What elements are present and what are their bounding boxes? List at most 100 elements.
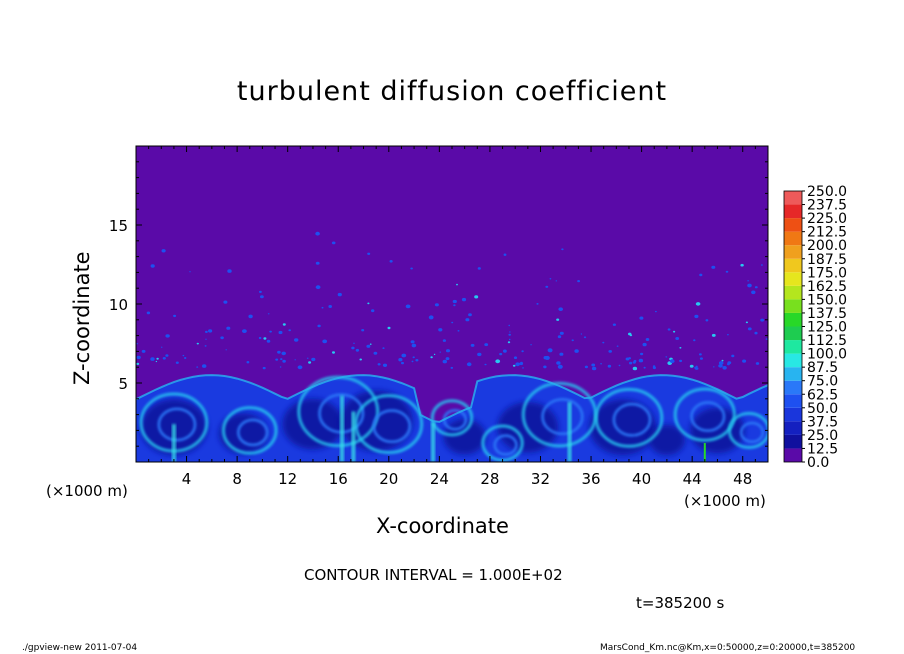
turbulent-blob [205, 330, 208, 333]
layer-top-edge [136, 374, 768, 423]
turbulent-blob [556, 361, 561, 365]
turbulent-blob [520, 361, 523, 364]
turbulent-blob [503, 253, 507, 256]
turbulent-blob [574, 349, 579, 353]
turbulent-blob [522, 367, 524, 369]
turbulent-blob [484, 343, 489, 347]
turbulent-blob [616, 345, 619, 347]
turbulent-blob [367, 252, 371, 255]
colorbar-label: 175.0 [807, 265, 847, 281]
turbulent-blob [466, 362, 472, 367]
turbulent-blob [220, 336, 224, 340]
turbulent-blob [679, 359, 683, 363]
turbulent-blob [508, 324, 511, 327]
turbulent-blob [150, 357, 155, 361]
turbulent-blob [544, 355, 550, 360]
turbulent-blob [398, 358, 403, 362]
turbulent-blob [751, 290, 756, 295]
swirl-ring-inner [739, 421, 765, 444]
turbulent-blob [571, 339, 574, 342]
turbulent-blob [556, 318, 560, 321]
y-tick-label: 15 [109, 217, 128, 235]
colorbar-label: 150.0 [807, 292, 847, 308]
turbulent-blob [745, 321, 749, 324]
turbulent-blob [642, 342, 647, 347]
turbulent-blob [410, 340, 415, 344]
turbulent-blob [165, 334, 170, 338]
swirl-ring [354, 394, 424, 455]
turbulent-blob [446, 349, 450, 353]
heatmap-field [136, 231, 768, 462]
turbulent-blob [629, 334, 633, 337]
turbulent-blob [508, 333, 512, 336]
colorbar-label: 62.5 [807, 387, 838, 403]
turbulent-blob [699, 353, 702, 356]
turbulent-blob [331, 241, 336, 245]
colorbar: 0.012.525.037.550.062.575.087.5100.0112.… [783, 184, 847, 471]
convective-cell [589, 399, 657, 456]
turbulent-blob [543, 365, 547, 369]
turbulent-blob [315, 261, 320, 265]
swirl-ring [430, 399, 474, 437]
colorbar-swatch [784, 421, 802, 435]
colorbar-swatch [784, 407, 802, 422]
turbulent-blob [196, 366, 199, 368]
peak-spike [703, 443, 706, 462]
colorbar-label: 37.5 [807, 414, 838, 430]
colorbar-swatch [784, 380, 802, 395]
swirl-ring [673, 387, 736, 442]
turbulent-blob [267, 313, 270, 315]
turbulent-blob [591, 366, 597, 371]
turbulent-blob [288, 329, 292, 332]
turbulent-blob [557, 364, 563, 369]
turbulent-blob [405, 304, 411, 309]
colorbar-swatch [784, 204, 802, 219]
turbulent-blob [559, 331, 564, 335]
turbulent-blob [332, 351, 335, 354]
colorbar-swatch [784, 272, 802, 286]
turbulent-blob [175, 361, 179, 364]
colorbar-swatch [784, 191, 802, 205]
turbulent-blob [411, 360, 414, 363]
plume [567, 401, 572, 462]
turbulent-blob [184, 357, 187, 359]
x-tick-label: 28 [480, 470, 499, 488]
x-axis-label: X-coordinate [376, 514, 509, 538]
turbulent-blob [280, 358, 283, 361]
turbulent-blob [521, 350, 524, 353]
turbulent-blob [294, 359, 296, 361]
swirl-ring-inner [541, 398, 584, 436]
colorbar-label: 200.0 [807, 238, 847, 254]
turbulent-blob [369, 343, 372, 345]
turbulent-blob [359, 358, 363, 361]
x-tick-label: 44 [683, 470, 702, 488]
turbulent-blob [315, 231, 320, 236]
turbulent-blob [760, 318, 765, 322]
turbulent-blob [165, 354, 169, 357]
turbulent-blob [577, 280, 580, 283]
turbulent-blob [321, 306, 324, 309]
turbulent-blob [608, 350, 612, 353]
turbulent-blob [136, 362, 140, 365]
turbulent-blob [377, 363, 381, 366]
colorbar-swatch [784, 326, 802, 341]
turbulent-blob [689, 364, 694, 368]
turbulent-blob [438, 328, 443, 332]
turbulent-blob [150, 264, 155, 268]
turbulent-blob [161, 249, 166, 253]
turbulent-blob [507, 341, 511, 344]
colorbar-swatch [784, 448, 802, 462]
chart-title: turbulent diffusion coefficient [236, 76, 668, 107]
turbulent-blob [208, 329, 213, 333]
turbulent-blob [259, 290, 262, 293]
turbulent-blob [679, 347, 682, 349]
turbulent-blob [547, 348, 553, 353]
turbulent-blob [411, 343, 417, 348]
turbulent-blob [248, 314, 253, 319]
swirl-ring-inner [237, 418, 269, 447]
colorbar-swatch [784, 312, 802, 327]
turbulent-blob [727, 334, 729, 336]
turbulent-blob [747, 280, 749, 282]
turbulent-blob [317, 324, 321, 328]
turbulent-blob [337, 292, 342, 297]
